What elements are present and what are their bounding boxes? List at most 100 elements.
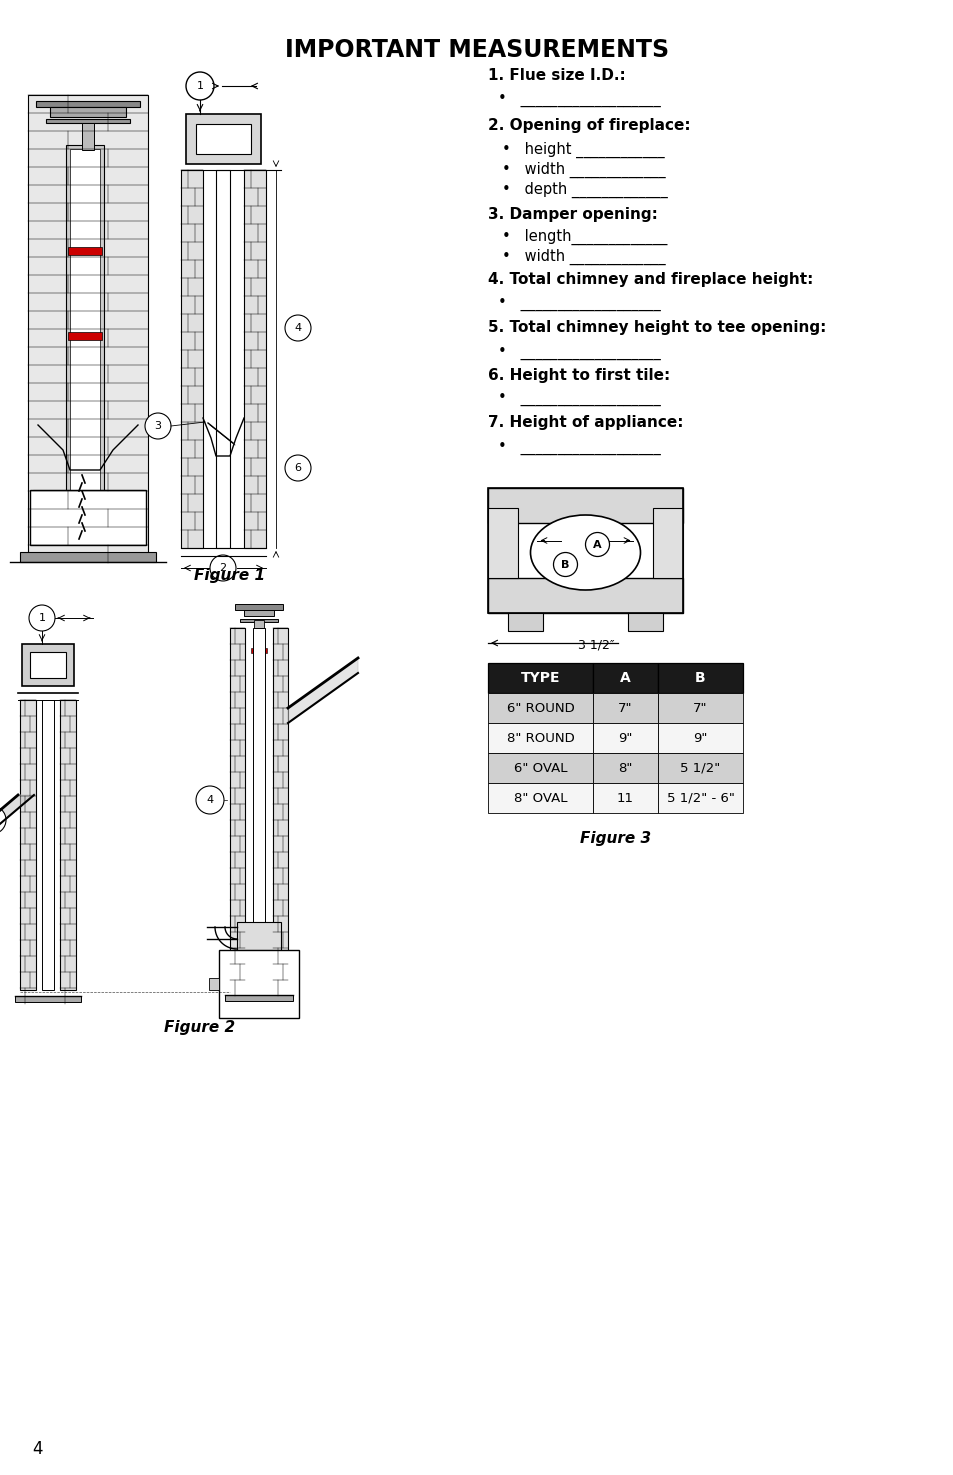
Bar <box>209 978 219 990</box>
Bar <box>240 620 277 622</box>
Text: 4: 4 <box>32 1440 43 1457</box>
Text: •   length_____________: • length_____________ <box>501 229 667 245</box>
Text: 2. Opening of fireplace:: 2. Opening of fireplace: <box>488 118 690 133</box>
Text: 1: 1 <box>196 81 203 91</box>
Bar <box>488 488 682 524</box>
Bar <box>251 648 267 653</box>
Bar <box>488 507 517 578</box>
Bar <box>28 94 148 555</box>
Bar <box>20 552 156 562</box>
Circle shape <box>29 605 55 631</box>
Bar <box>488 578 682 614</box>
Bar <box>658 723 742 754</box>
Text: Figure 3: Figure 3 <box>579 830 650 847</box>
Text: 5 1/2": 5 1/2" <box>679 761 720 774</box>
Text: 9": 9" <box>693 732 707 745</box>
Polygon shape <box>288 658 357 723</box>
Bar <box>593 693 658 723</box>
Bar <box>186 114 261 164</box>
Text: A: A <box>619 671 630 684</box>
Text: 7. Height of appliance:: 7. Height of appliance: <box>488 414 682 431</box>
Bar <box>46 119 130 122</box>
Bar <box>33 490 143 515</box>
Circle shape <box>0 805 6 833</box>
Text: 5 1/2" - 6": 5 1/2" - 6" <box>666 792 734 804</box>
Text: 1. Flue size I.D.:: 1. Flue size I.D.: <box>488 68 625 83</box>
Text: 5. Total chimney height to tee opening:: 5. Total chimney height to tee opening: <box>488 320 825 335</box>
Bar <box>234 603 283 611</box>
Bar <box>658 693 742 723</box>
Bar <box>181 170 203 549</box>
Bar <box>42 701 54 990</box>
Text: 3 1/2″: 3 1/2″ <box>578 639 614 650</box>
Text: •   depth _____________: • depth _____________ <box>501 181 667 198</box>
Text: Figure 2: Figure 2 <box>164 1021 235 1035</box>
Bar <box>215 170 230 549</box>
Bar <box>627 614 662 631</box>
Text: •   ___________________: • ___________________ <box>497 345 660 360</box>
Bar <box>244 170 266 549</box>
Bar <box>50 108 126 117</box>
Bar <box>225 996 293 1002</box>
Text: •   ___________________: • ___________________ <box>497 440 660 454</box>
Text: 3: 3 <box>154 420 161 431</box>
Bar <box>20 701 36 990</box>
Bar <box>30 490 146 544</box>
Text: •   ___________________: • ___________________ <box>497 296 660 311</box>
Circle shape <box>210 555 235 581</box>
Bar <box>68 246 102 255</box>
Text: B: B <box>560 559 569 569</box>
Bar <box>22 645 74 686</box>
Circle shape <box>553 553 577 577</box>
Text: IMPORTANT MEASUREMENTS: IMPORTANT MEASUREMENTS <box>285 38 668 62</box>
Bar <box>658 783 742 813</box>
Bar <box>236 922 281 950</box>
Text: 6: 6 <box>294 463 301 473</box>
Bar <box>195 124 251 153</box>
Text: •   ___________________: • ___________________ <box>497 91 660 108</box>
Bar <box>219 950 298 1018</box>
Circle shape <box>195 786 224 814</box>
Text: 4: 4 <box>206 795 213 805</box>
Text: 2: 2 <box>219 563 226 572</box>
Bar <box>593 662 658 693</box>
Text: 6" OVAL: 6" OVAL <box>514 761 567 774</box>
Bar <box>593 783 658 813</box>
Text: 7": 7" <box>618 702 632 714</box>
Bar <box>488 754 593 783</box>
Bar <box>253 620 264 628</box>
Bar <box>488 783 593 813</box>
Text: 4. Total chimney and fireplace height:: 4. Total chimney and fireplace height: <box>488 271 813 288</box>
Text: 7": 7" <box>693 702 707 714</box>
Text: 8" ROUND: 8" ROUND <box>506 732 574 745</box>
Bar <box>68 332 102 341</box>
Bar <box>658 662 742 693</box>
Bar <box>36 100 140 108</box>
Bar <box>507 614 542 631</box>
Text: •   height ____________: • height ____________ <box>501 142 664 158</box>
Text: 9": 9" <box>618 732 632 745</box>
Text: B: B <box>695 671 705 684</box>
Bar <box>244 611 274 617</box>
Bar <box>60 701 76 990</box>
Text: Figure 1: Figure 1 <box>194 568 265 583</box>
Bar <box>273 628 288 990</box>
Bar <box>82 122 94 150</box>
Text: •   width _____________: • width _____________ <box>501 249 665 266</box>
Circle shape <box>145 413 171 440</box>
Text: 6" ROUND: 6" ROUND <box>506 702 574 714</box>
Bar <box>593 723 658 754</box>
Bar <box>70 149 100 521</box>
Polygon shape <box>0 795 34 839</box>
Circle shape <box>186 72 213 100</box>
Bar <box>30 652 66 679</box>
Bar <box>652 507 682 578</box>
Bar <box>488 693 593 723</box>
Text: 3. Damper opening:: 3. Damper opening: <box>488 207 658 223</box>
Text: •   ___________________: • ___________________ <box>497 391 660 406</box>
Bar <box>593 754 658 783</box>
Bar <box>253 628 265 925</box>
Text: 11: 11 <box>617 792 634 804</box>
Text: •   width _____________: • width _____________ <box>501 162 665 178</box>
Bar <box>66 145 104 525</box>
